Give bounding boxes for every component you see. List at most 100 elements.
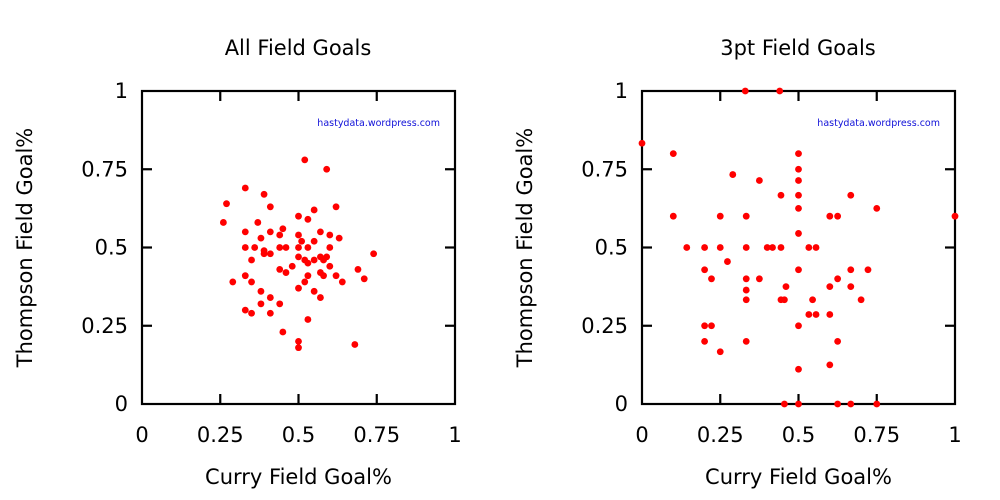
- scatter-point: [742, 212, 750, 220]
- scatter-point: [847, 283, 855, 291]
- scatter-point: [701, 338, 708, 345]
- x-tick-label: 0.5: [282, 423, 315, 447]
- x-tick-label: 0: [135, 423, 148, 447]
- scatter-point: [777, 191, 785, 199]
- scatter-point: [304, 215, 312, 223]
- scatter-point: [781, 400, 788, 408]
- scatter-point: [266, 228, 274, 236]
- scatter-point: [301, 278, 309, 286]
- scatter-point: [332, 203, 340, 211]
- scatter-point: [310, 237, 318, 245]
- scatter-point: [370, 250, 378, 258]
- scatter-point: [323, 165, 331, 173]
- scatter-point: [826, 311, 834, 318]
- scatter-point: [805, 244, 813, 251]
- scatter-point: [295, 244, 302, 251]
- scatter-point: [241, 228, 249, 236]
- scatter-point: [320, 272, 327, 280]
- scatter-point: [248, 278, 255, 286]
- scatter-point: [254, 219, 262, 226]
- scatter-point: [769, 244, 776, 251]
- scatter-point: [295, 231, 302, 239]
- scatter-point: [742, 286, 750, 294]
- scatter-point: [335, 234, 343, 242]
- watermark-text: hastydata.wordpress.com: [317, 118, 440, 129]
- scatter-point: [795, 177, 802, 184]
- scatter-point: [755, 275, 763, 283]
- scatter-point: [951, 212, 959, 220]
- scatter-point: [257, 287, 265, 295]
- scatter-point: [742, 296, 750, 304]
- scatter-point: [742, 244, 750, 251]
- scatter-point: [716, 212, 724, 220]
- scatter-point: [781, 296, 788, 304]
- y-axis-label: Thompson Field Goal%: [13, 128, 37, 368]
- scatter-point: [266, 203, 274, 211]
- watermark-text: hastydata.wordpress.com: [817, 118, 940, 129]
- scatter-point: [295, 344, 302, 352]
- scatter-point: [864, 266, 872, 274]
- scatter-point: [763, 244, 771, 251]
- scatter-point: [241, 306, 249, 314]
- scatter-point: [873, 204, 881, 212]
- scatter-point: [847, 191, 855, 199]
- y-axis-label: Thompson Field Goal%: [513, 128, 537, 368]
- scatter-point: [295, 338, 302, 345]
- scatter-point: [776, 87, 784, 95]
- x-tick-label: 1: [448, 423, 461, 447]
- scatter-point: [812, 311, 820, 318]
- scatter-point: [847, 400, 855, 408]
- y-tick-label: 0.75: [81, 157, 128, 181]
- scatter-point: [298, 237, 306, 245]
- scatter-point: [266, 250, 274, 258]
- scatter-point: [276, 266, 284, 273]
- scatter-point: [834, 212, 842, 220]
- scatter-point: [795, 165, 802, 173]
- scatter-point: [248, 309, 255, 317]
- y-tick-label: 0: [115, 392, 128, 416]
- scatter-point: [279, 225, 287, 233]
- x-tick-label: 0.5: [782, 423, 815, 447]
- scatter-point: [354, 266, 362, 273]
- scatter-point: [260, 190, 268, 198]
- scatter-point: [716, 348, 724, 356]
- scatter-point: [279, 328, 287, 336]
- scatter-point: [795, 191, 802, 199]
- scatter-point: [266, 309, 274, 317]
- scatter-point: [295, 253, 302, 261]
- scatter-point: [257, 300, 265, 308]
- scatter-point: [729, 171, 737, 178]
- scatter-point: [326, 244, 334, 251]
- y-tick-label: 0.5: [595, 236, 628, 260]
- x-tick-label: 0.75: [353, 423, 400, 447]
- scatter-point: [669, 150, 677, 158]
- y-tick-label: 0.75: [581, 157, 628, 181]
- y-tick-label: 0: [615, 392, 628, 416]
- scatter-point: [282, 269, 290, 276]
- scatter-point: [317, 228, 324, 236]
- scatter-point: [295, 212, 302, 220]
- x-tick-label: 0.25: [197, 423, 244, 447]
- scatter-point: [701, 322, 708, 330]
- scatter-point: [310, 256, 318, 264]
- scatter-point: [755, 177, 763, 184]
- scatter-point: [834, 338, 842, 345]
- scatter-point: [795, 322, 802, 330]
- x-tick-label: 0.25: [697, 423, 744, 447]
- scatter-point: [288, 262, 296, 270]
- scatter-point: [241, 184, 249, 192]
- scatter-point: [317, 294, 324, 301]
- scatter-point: [301, 156, 309, 164]
- scatter-point: [248, 256, 255, 264]
- scatter-point: [276, 231, 284, 239]
- scatter-point: [795, 365, 802, 373]
- scatter-point: [260, 250, 268, 258]
- scatter-point: [708, 322, 715, 330]
- scatter-point: [251, 244, 259, 251]
- scatter-point: [338, 278, 346, 286]
- scatter-point: [266, 294, 274, 301]
- scatter-point: [276, 300, 284, 308]
- scatter-point: [742, 338, 750, 345]
- scatter-point: [257, 234, 265, 242]
- y-tick-label: 1: [615, 79, 628, 103]
